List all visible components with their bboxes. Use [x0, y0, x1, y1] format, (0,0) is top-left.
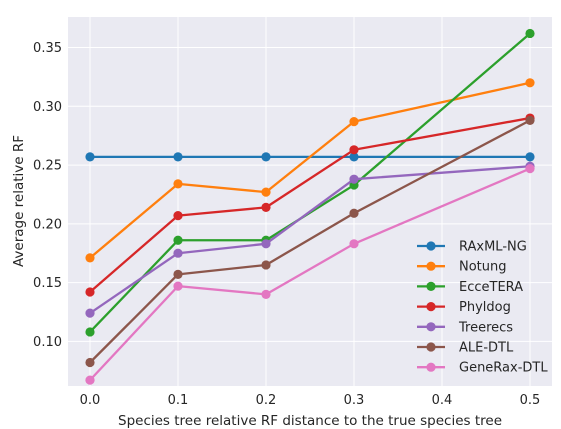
data-point-raxml-ng — [261, 152, 271, 162]
legend-marker — [426, 241, 436, 251]
data-point-ale-dtl — [525, 115, 535, 126]
legend-marker — [426, 261, 436, 271]
data-point-generax-dtl — [261, 289, 271, 299]
y-tick-label: 0.10 — [33, 335, 62, 350]
data-point-eccetera — [173, 235, 183, 245]
data-point-notung — [349, 116, 359, 127]
data-point-generax-dtl — [525, 163, 535, 174]
x-tick-label: 0.1 — [168, 393, 189, 408]
y-tick-label: 0.30 — [33, 100, 62, 115]
legend-label: EcceTERA — [459, 280, 523, 295]
x-tick-label: 0.3 — [344, 393, 365, 408]
x-tick-label: 0.2 — [256, 393, 277, 408]
x-tick-label: 0.4 — [432, 393, 453, 408]
data-point-generax-dtl — [349, 239, 359, 249]
data-point-raxml-ng — [85, 152, 95, 162]
data-point-notung — [85, 253, 95, 263]
data-point-ale-dtl — [173, 269, 183, 279]
x-tick-label: 0.0 — [80, 393, 101, 408]
data-point-eccetera — [85, 327, 95, 337]
y-tick-label: 0.20 — [33, 217, 62, 232]
data-point-generax-dtl — [85, 375, 95, 385]
legend-marker — [426, 342, 436, 352]
series-group — [85, 28, 535, 385]
legend-label: Notung — [459, 260, 507, 275]
legend-label: ALE-DTL — [459, 341, 514, 356]
data-point-ale-dtl — [85, 357, 95, 368]
data-point-treerecs — [173, 248, 183, 258]
data-point-raxml-ng — [349, 152, 359, 162]
data-point-phyldog — [85, 287, 95, 297]
y-tick-labels: 0.10 0.15 0.20 0.25 0.30 0.35 — [33, 41, 62, 350]
legend-label: Phyldog — [459, 300, 511, 315]
grid-lines — [68, 17, 552, 386]
data-point-phyldog — [173, 211, 183, 221]
legend-label: GeneRax-DTL — [459, 361, 548, 376]
legend-label: RAxML-NG — [459, 240, 527, 255]
data-point-notung — [525, 78, 535, 88]
y-tick-label: 0.35 — [33, 41, 62, 56]
data-point-generax-dtl — [173, 281, 183, 291]
data-point-ale-dtl — [261, 260, 271, 270]
legend-marker — [426, 302, 436, 312]
data-point-treerecs — [85, 308, 95, 318]
data-point-treerecs — [261, 239, 271, 249]
x-tick-label: 0.5 — [520, 393, 541, 408]
legend-label: Treerecs — [458, 320, 513, 335]
legend: RAxML-NG Notung EcceTERA Phyldog Treerecs ALE… — [417, 240, 548, 376]
data-point-raxml-ng — [525, 152, 535, 162]
x-tick-labels: 0.0 0.1 0.2 0.3 0.4 0.5 — [80, 393, 541, 408]
plot-background — [68, 17, 552, 386]
data-point-ale-dtl — [349, 208, 359, 218]
y-axis-label: Average relative RF — [11, 135, 27, 267]
data-point-notung — [173, 179, 183, 189]
legend-marker — [426, 322, 436, 332]
data-point-eccetera — [525, 28, 535, 39]
legend-marker — [426, 362, 436, 372]
x-axis-label: Species tree relative RF distance to the… — [118, 413, 502, 429]
data-point-raxml-ng — [173, 152, 183, 162]
legend-marker — [426, 281, 436, 291]
y-tick-label: 0.15 — [33, 276, 62, 291]
data-point-notung — [261, 187, 271, 197]
data-point-treerecs — [349, 174, 359, 184]
data-point-phyldog — [349, 145, 359, 155]
data-point-phyldog — [261, 202, 271, 212]
y-tick-label: 0.25 — [33, 159, 62, 174]
